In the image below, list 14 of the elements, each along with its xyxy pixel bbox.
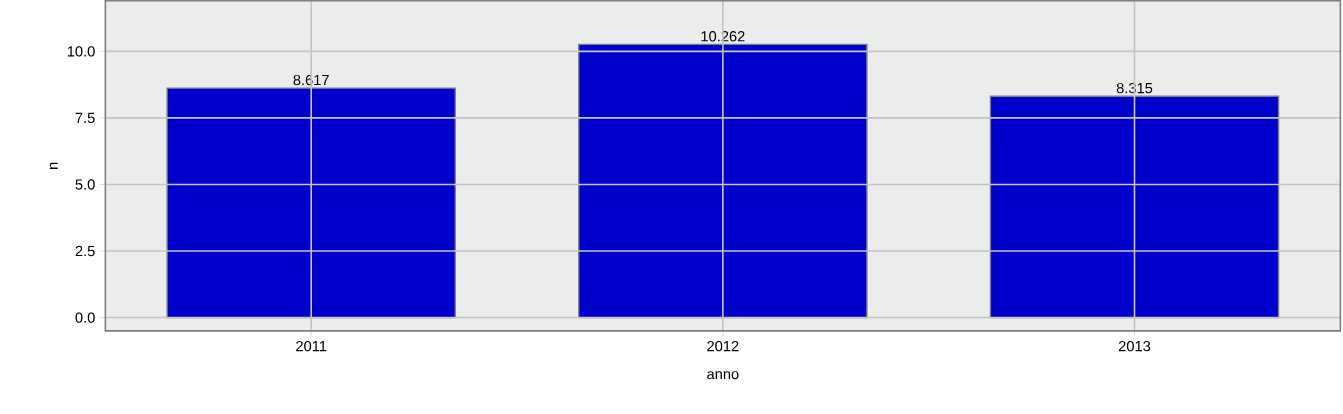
x-axis-title: anno xyxy=(707,371,739,380)
x-tick-label: 2011 xyxy=(296,341,327,352)
bar xyxy=(989,95,1280,319)
y-tick-label: 10.0 xyxy=(67,46,95,57)
x-tick-label: 2013 xyxy=(1118,341,1151,352)
y-tick-label: 0.0 xyxy=(75,312,95,323)
y-tick-label: 7.5 xyxy=(75,113,95,124)
bar xyxy=(578,43,868,319)
y-axis-title: n xyxy=(49,162,58,170)
x-tick-label: 2012 xyxy=(707,341,739,352)
y-tick-label: 2.5 xyxy=(75,246,95,257)
bar xyxy=(166,87,456,319)
data-label: 10.262 xyxy=(701,31,745,42)
y-tick-label: 5.0 xyxy=(75,179,95,190)
